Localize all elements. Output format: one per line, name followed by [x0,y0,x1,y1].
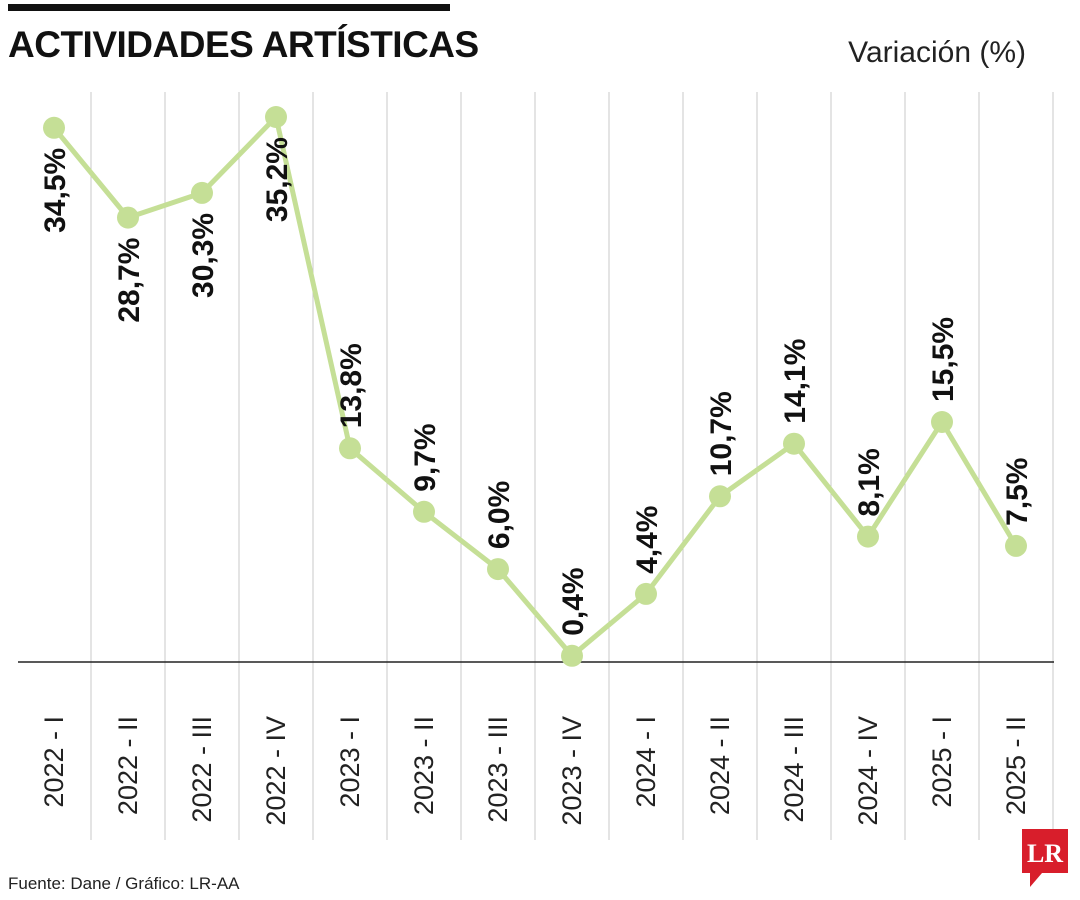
x-tick-label: 2024 - III [779,716,809,823]
x-tick-label: 2024 - IV [853,716,883,826]
data-label: 14,1% [779,339,812,424]
x-tick-label: 2022 - IV [261,716,291,826]
series-line [52,114,1019,659]
data-point [487,558,509,581]
data-point [561,644,583,667]
series-line-group [52,114,1019,659]
data-label: 9,7% [409,423,442,491]
data-label: 6,0% [483,481,516,549]
x-tick-label: 2022 - I [39,716,69,808]
x-tick-label: 2023 - I [335,716,365,808]
data-label: 15,5% [927,317,960,402]
data-point [265,106,287,128]
data-label: 4,4% [631,506,664,574]
data-points [43,106,1027,667]
x-tick-label: 2022 - III [187,716,217,823]
data-point [117,206,139,229]
x-tick-label: 2024 - II [705,716,735,815]
x-tick-label: 2025 - I [927,716,957,808]
data-point [709,485,731,508]
data-label: 13,8% [335,343,368,428]
data-label: 7,5% [1001,458,1034,526]
x-tick-label: 2023 - IV [557,716,587,826]
grid-lines [90,92,1054,840]
data-labels: 34,5% 28,7% 30,3% 35,2% 13,8% 9,7% 6,0% 0,4% 4,4… [39,137,1034,636]
x-tick-label: 2025 - II [1001,716,1031,815]
data-label: 28,7% [113,238,146,323]
data-label: 35,2% [261,137,294,222]
data-point [339,437,361,460]
data-point [635,582,657,605]
data-point [931,411,953,433]
x-tick-labels: 2022 - I 2022 - II 2022 - III 2022 - IV 2023… [39,716,1031,826]
data-point [783,432,805,455]
x-tick-label: 2023 - III [483,716,513,823]
data-label: 8,1% [853,448,886,516]
lr-logo-text: LR [1027,839,1063,868]
data-point [413,500,435,523]
x-tick-label: 2024 - I [631,716,661,808]
data-label: 34,5% [39,148,72,233]
y-axis-label: Variación (%) [848,36,1026,69]
data-label: 10,7% [705,391,738,476]
data-point [43,116,65,139]
data-label: 0,4% [557,567,590,635]
data-point [1005,534,1027,557]
data-point [857,525,879,548]
title-rule [8,4,450,11]
x-tick-label: 2022 - II [113,716,143,815]
source-note: Fuente: Dane / Gráfico: LR-AA [8,874,240,893]
data-label: 30,3% [187,213,220,298]
chart-title: ACTIVIDADES ARTÍSTICAS [8,24,479,65]
data-point [191,181,213,204]
lr-logo: LR [1022,829,1068,887]
x-tick-label: 2023 - II [409,716,439,815]
